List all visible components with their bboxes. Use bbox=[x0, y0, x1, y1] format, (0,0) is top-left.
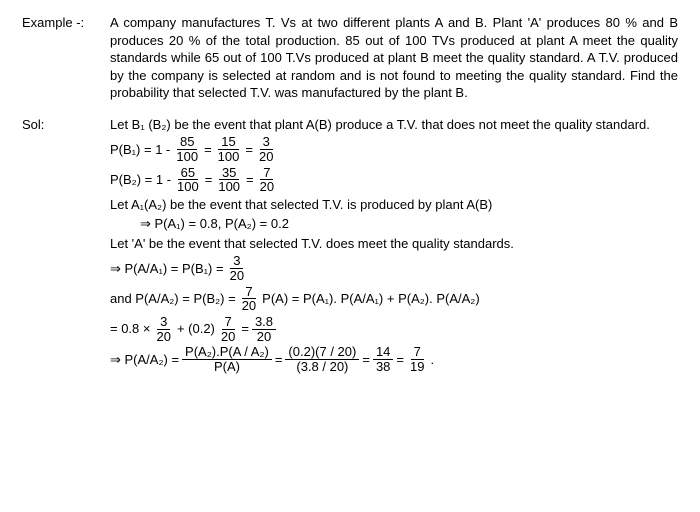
calc-frac2: 720 bbox=[218, 315, 238, 343]
sol-line1: Let B₁ (B₂) be the event that plant A(B)… bbox=[110, 116, 678, 134]
final-frac3: 1438 bbox=[373, 345, 393, 373]
pb2-frac1: 65100 bbox=[174, 166, 202, 194]
paa1-frac: 320 bbox=[227, 254, 247, 282]
sol-line2b: ⇒ P(A₁) = 0.8, P(A₂) = 0.2 bbox=[110, 215, 678, 233]
pb2-lhs: P(B₂) = 1 - bbox=[110, 171, 171, 189]
sol-line3: Let 'A' be the event that selected T.V. … bbox=[110, 235, 678, 253]
calc-p2: + (0.2) bbox=[177, 320, 215, 338]
eq-paa2: and P(A/A₂) = P(B₂) = 720 P(A) = P(A₁). … bbox=[110, 285, 678, 313]
solution-body: Let B₁ (B₂) be the event that plant A(B)… bbox=[110, 116, 678, 376]
solution-label: Sol: bbox=[22, 116, 110, 134]
final-frac1: P(A₂).P(A / A₂)P(A) bbox=[182, 345, 272, 373]
eq-calc: = 0.8 × 320 + (0.2) 720 = 3.820 bbox=[110, 315, 678, 343]
pb1-frac3: 320 bbox=[256, 135, 276, 163]
pb2-frac3: 720 bbox=[257, 166, 277, 194]
eq-paa1: ⇒ P(A/A₁) = P(B₁) = 320 bbox=[110, 254, 678, 282]
pb2-frac2: 35100 bbox=[215, 166, 243, 194]
final-frac4: 719 bbox=[407, 345, 427, 373]
paa2-frac: 720 bbox=[239, 285, 259, 313]
paa2-rhs: P(A) = P(A₁). P(A/A₁) + P(A₂). P(A/A₂) bbox=[262, 290, 480, 308]
example-row: Example -: A company manufactures T. Vs … bbox=[22, 14, 678, 102]
eq-pb1: P(B₁) = 1 - 85100 = 15100 = 320 bbox=[110, 135, 678, 163]
eq-final: ⇒ P(A/A₂) = P(A₂).P(A / A₂)P(A) = (0.2)(… bbox=[110, 345, 678, 373]
final-frac2: (0.2)(7 / 20)(3.8 / 20) bbox=[285, 345, 359, 373]
final-dot: . bbox=[430, 351, 434, 369]
pb1-frac1: 85100 bbox=[173, 135, 201, 163]
calc-p1: = 0.8 × bbox=[110, 320, 150, 338]
paa2-lhs: and P(A/A₂) = P(B₂) = bbox=[110, 290, 236, 308]
sol-line2a: Let A₁(A₂) be the event that selected T.… bbox=[110, 196, 678, 214]
pb1-frac2: 15100 bbox=[215, 135, 243, 163]
pb1-lhs: P(B₁) = 1 - bbox=[110, 141, 170, 159]
example-label: Example -: bbox=[22, 14, 110, 32]
paa1-lhs: ⇒ P(A/A₁) = P(B₁) = bbox=[110, 260, 224, 278]
calc-frac3: 3.820 bbox=[252, 315, 276, 343]
eq-pb2: P(B₂) = 1 - 65100 = 35100 = 720 bbox=[110, 166, 678, 194]
calc-p3: = bbox=[241, 320, 249, 338]
final-lhs: ⇒ P(A/A₂) = bbox=[110, 351, 179, 369]
calc-frac1: 320 bbox=[153, 315, 173, 343]
solution-row: Sol: Let B₁ (B₂) be the event that plant… bbox=[22, 116, 678, 376]
example-text: A company manufactures T. Vs at two diff… bbox=[110, 14, 678, 102]
